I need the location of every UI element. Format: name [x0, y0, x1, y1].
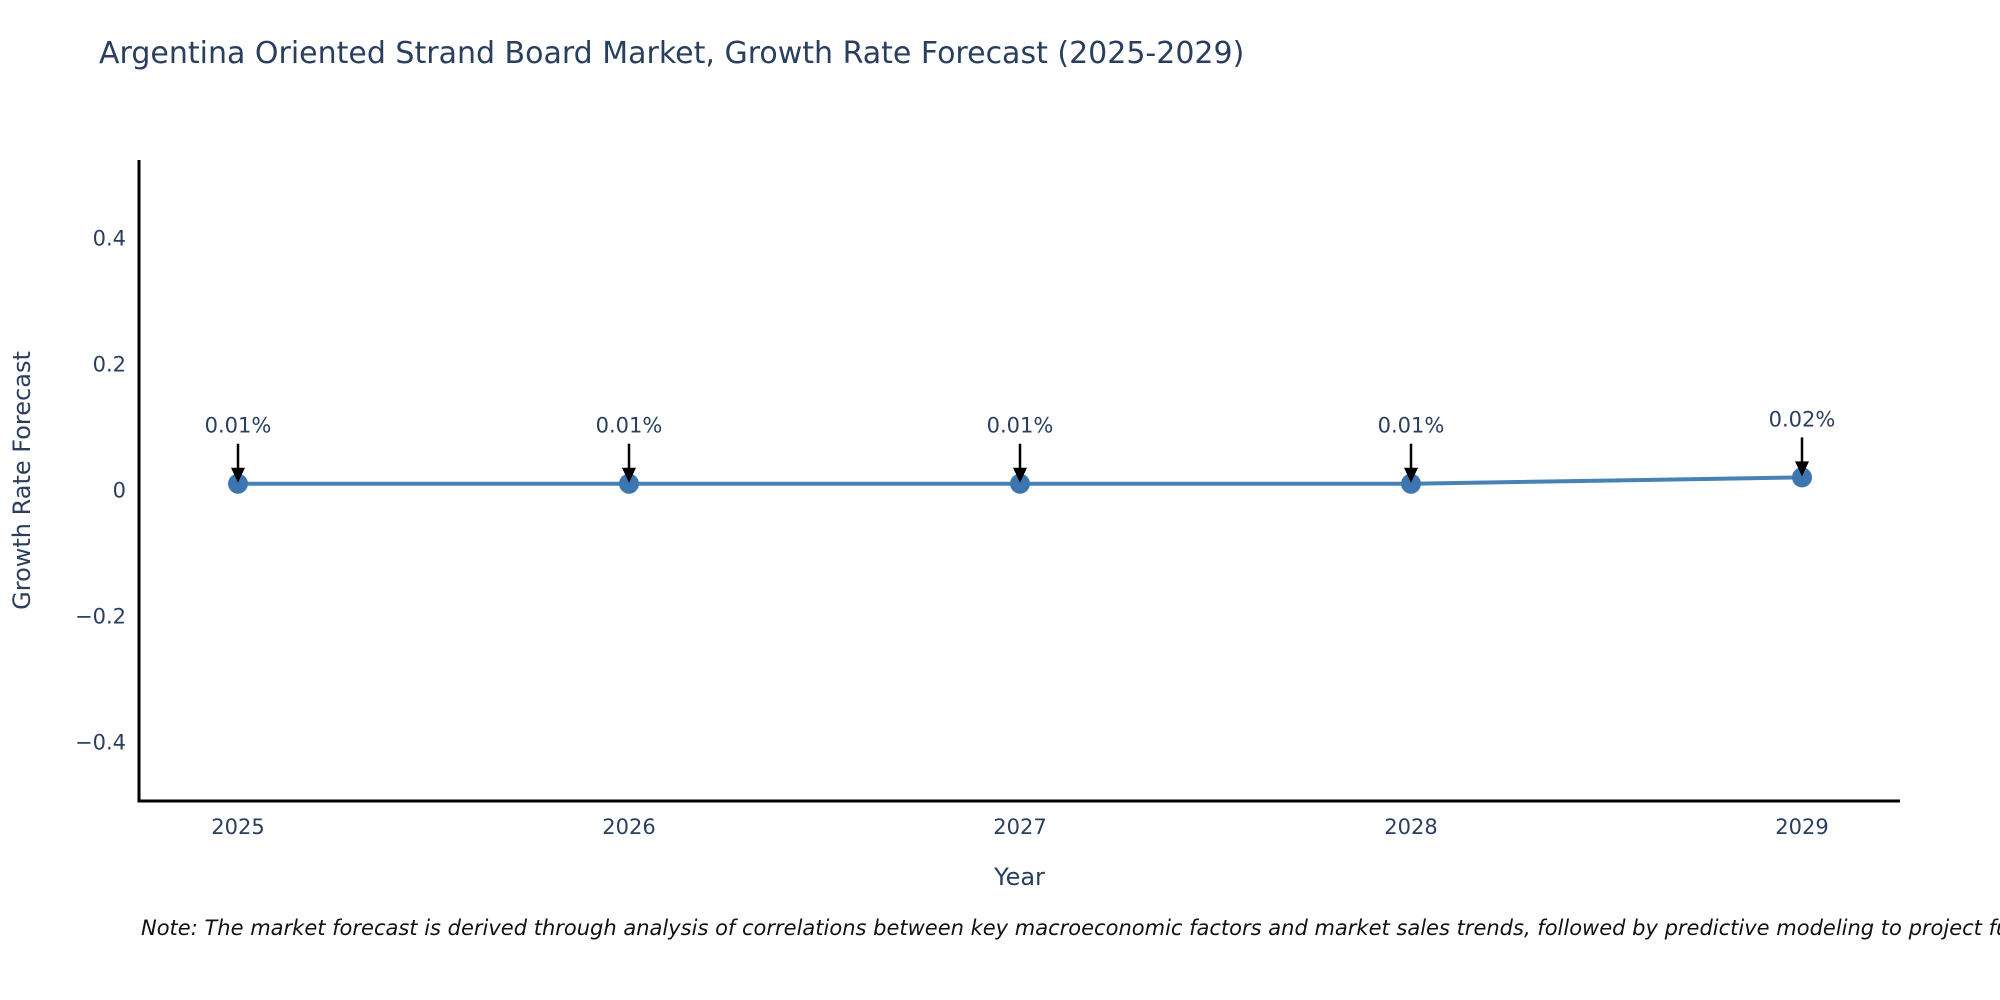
- annotation-label: 0.02%: [1769, 407, 1836, 431]
- y-tick-label: −0.4: [75, 731, 126, 755]
- annotation-label: 0.01%: [596, 414, 663, 438]
- data-point-marker[interactable]: [1792, 467, 1812, 488]
- y-tick-label: 0.4: [93, 227, 126, 251]
- x-tick-label: 2028: [1384, 815, 1437, 839]
- annotation-arrowhead-icon: [1795, 461, 1809, 477]
- x-tick-label: 2027: [993, 815, 1046, 839]
- data-point-marker[interactable]: [1401, 473, 1421, 494]
- annotation-arrowhead-icon: [1404, 467, 1418, 483]
- annotation-arrowhead-icon: [231, 467, 245, 483]
- y-tick-label: 0.2: [93, 353, 126, 377]
- data-point-marker[interactable]: [228, 473, 248, 494]
- annotation-label: 0.01%: [205, 414, 272, 438]
- data-point-marker[interactable]: [619, 473, 639, 494]
- annotation-label: 0.01%: [1378, 414, 1445, 438]
- annotation-arrowhead-icon: [1013, 467, 1027, 483]
- x-tick-label: 2026: [602, 815, 655, 839]
- annotation-arrowhead-icon: [622, 467, 636, 483]
- data-point-marker[interactable]: [1010, 473, 1030, 494]
- x-axis-title: Year: [993, 863, 1045, 891]
- annotation-label: 0.01%: [987, 414, 1054, 438]
- chart-title: Argentina Oriented Strand Board Market, …: [99, 36, 1245, 71]
- footnote: Note: The market forecast is derived thr…: [141, 916, 2000, 940]
- x-tick-label: 2029: [1775, 815, 1828, 839]
- y-axis-title: Growth Rate Forecast: [8, 351, 36, 610]
- y-tick-label: 0: [113, 479, 126, 503]
- y-tick-label: −0.2: [75, 605, 126, 629]
- x-tick-label: 2025: [211, 815, 264, 839]
